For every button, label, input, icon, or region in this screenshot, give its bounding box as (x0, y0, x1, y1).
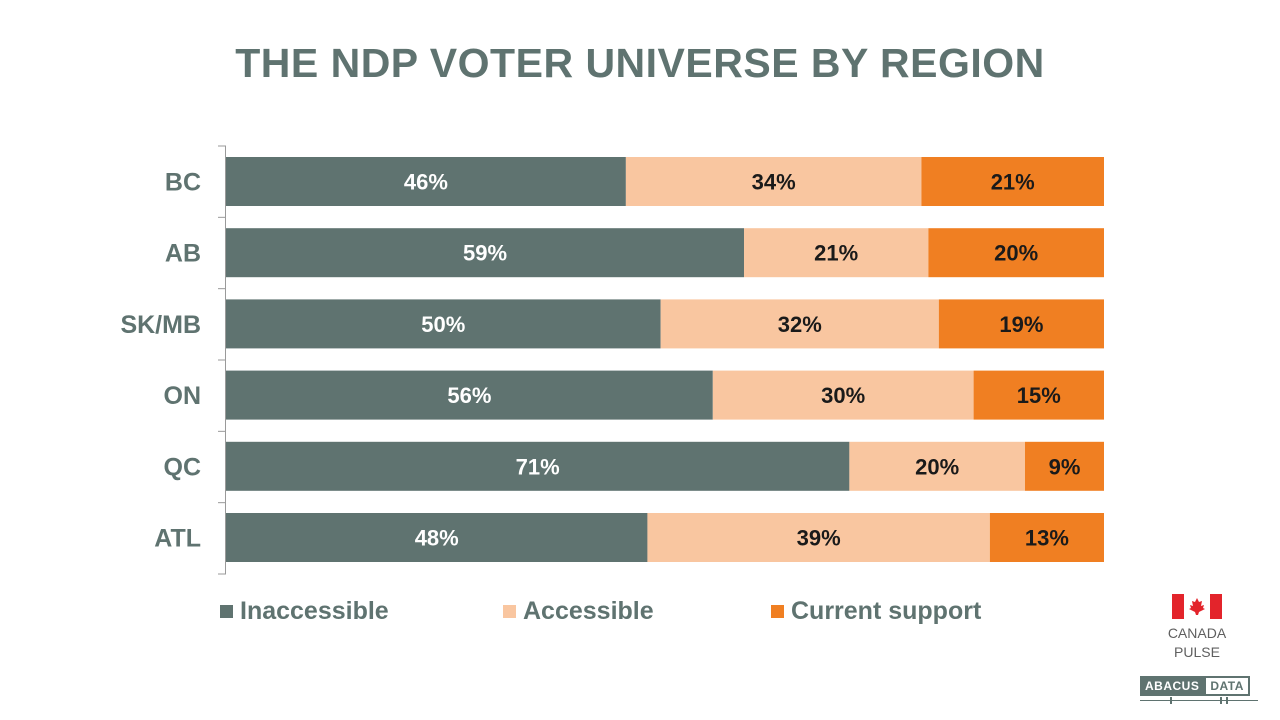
bar-current-support-on (973, 370, 1104, 420)
data-label-accessible-atl: 39% (797, 526, 841, 551)
bar-inaccessible-on (226, 370, 713, 420)
canada-pulse-logo: CANADA PULSE (1150, 594, 1244, 662)
pulse-label: PULSE (1174, 644, 1220, 660)
bar-current-support-qc (1024, 441, 1104, 491)
bar-accessible-on (712, 370, 974, 420)
bar-accessible-bc (625, 157, 922, 206)
chart-legend: Inaccessible Accessible Current support (220, 596, 981, 626)
legend-swatch-accessible (503, 604, 516, 618)
data-label-inaccessible-sk-mb: 50% (421, 312, 465, 337)
bar-current-support-sk-mb (938, 299, 1104, 349)
chart-title: THE NDP VOTER UNIVERSE BY REGION (235, 40, 1045, 86)
category-label-sk-mb: SK/MB (120, 311, 201, 339)
bar-accessible-qc (849, 441, 1025, 491)
data-label-inaccessible-ab: 59% (463, 241, 507, 266)
bar-inaccessible-bc (226, 157, 626, 206)
bar-inaccessible-qc (226, 441, 850, 491)
data-label-inaccessible-atl: 48% (415, 526, 459, 551)
data-label-current-support-atl: 13% (1025, 526, 1069, 551)
bar-current-support-ab (928, 228, 1104, 278)
legend-swatch-inaccessible (220, 604, 233, 618)
abacus-data-logo: ABACUS DATA (1140, 676, 1260, 704)
bar-inaccessible-sk-mb (226, 299, 661, 349)
data-label-current-support-ab: 20% (994, 241, 1038, 266)
data-label-current-support-qc: 9% (1049, 454, 1081, 479)
legend-label-current-support: Current support (791, 596, 982, 625)
data-label-inaccessible-qc: 71% (516, 454, 560, 479)
data-label-accessible-qc: 20% (915, 454, 959, 479)
data-label-current-support-bc: 21% (991, 170, 1035, 195)
bar-inaccessible-atl (226, 513, 648, 562)
legend-swatch-current-support (771, 604, 784, 618)
category-label-atl: ATL (154, 525, 201, 553)
data-label: DATA (1204, 676, 1250, 696)
bar-accessible-ab (744, 228, 929, 278)
data-label-inaccessible-bc: 46% (404, 170, 448, 195)
legend-item-current-support: Current support (771, 597, 981, 626)
bar-current-support-bc (921, 157, 1104, 206)
category-label-qc: QC (164, 453, 202, 481)
data-label-accessible-on: 30% (821, 383, 865, 408)
canada-label: CANADA (1167, 625, 1227, 641)
legend-label-accessible: Accessible (523, 596, 654, 625)
abacus-underline (1140, 696, 1260, 704)
data-label-inaccessible-on: 56% (447, 383, 491, 408)
legend-label-inaccessible: Inaccessible (240, 596, 389, 625)
data-label-current-support-on: 15% (1017, 383, 1061, 408)
data-label-accessible-bc: 34% (752, 170, 796, 195)
canada-flag-icon (1172, 594, 1222, 619)
legend-item-accessible: Accessible (503, 597, 771, 626)
bar-current-support-atl (989, 513, 1104, 562)
bar-inaccessible-ab (226, 228, 745, 278)
category-label-on: ON (164, 382, 202, 410)
legend-item-inaccessible: Inaccessible (220, 597, 503, 626)
bar-accessible-atl (647, 513, 990, 562)
abacus-label: ABACUS (1140, 676, 1205, 696)
bar-accessible-sk-mb (660, 299, 939, 349)
data-label-current-support-sk-mb: 19% (999, 312, 1043, 337)
data-label-accessible-sk-mb: 32% (778, 312, 822, 337)
data-label-accessible-ab: 21% (814, 241, 858, 266)
category-label-ab: AB (165, 240, 201, 268)
category-label-bc: BC (165, 169, 201, 197)
